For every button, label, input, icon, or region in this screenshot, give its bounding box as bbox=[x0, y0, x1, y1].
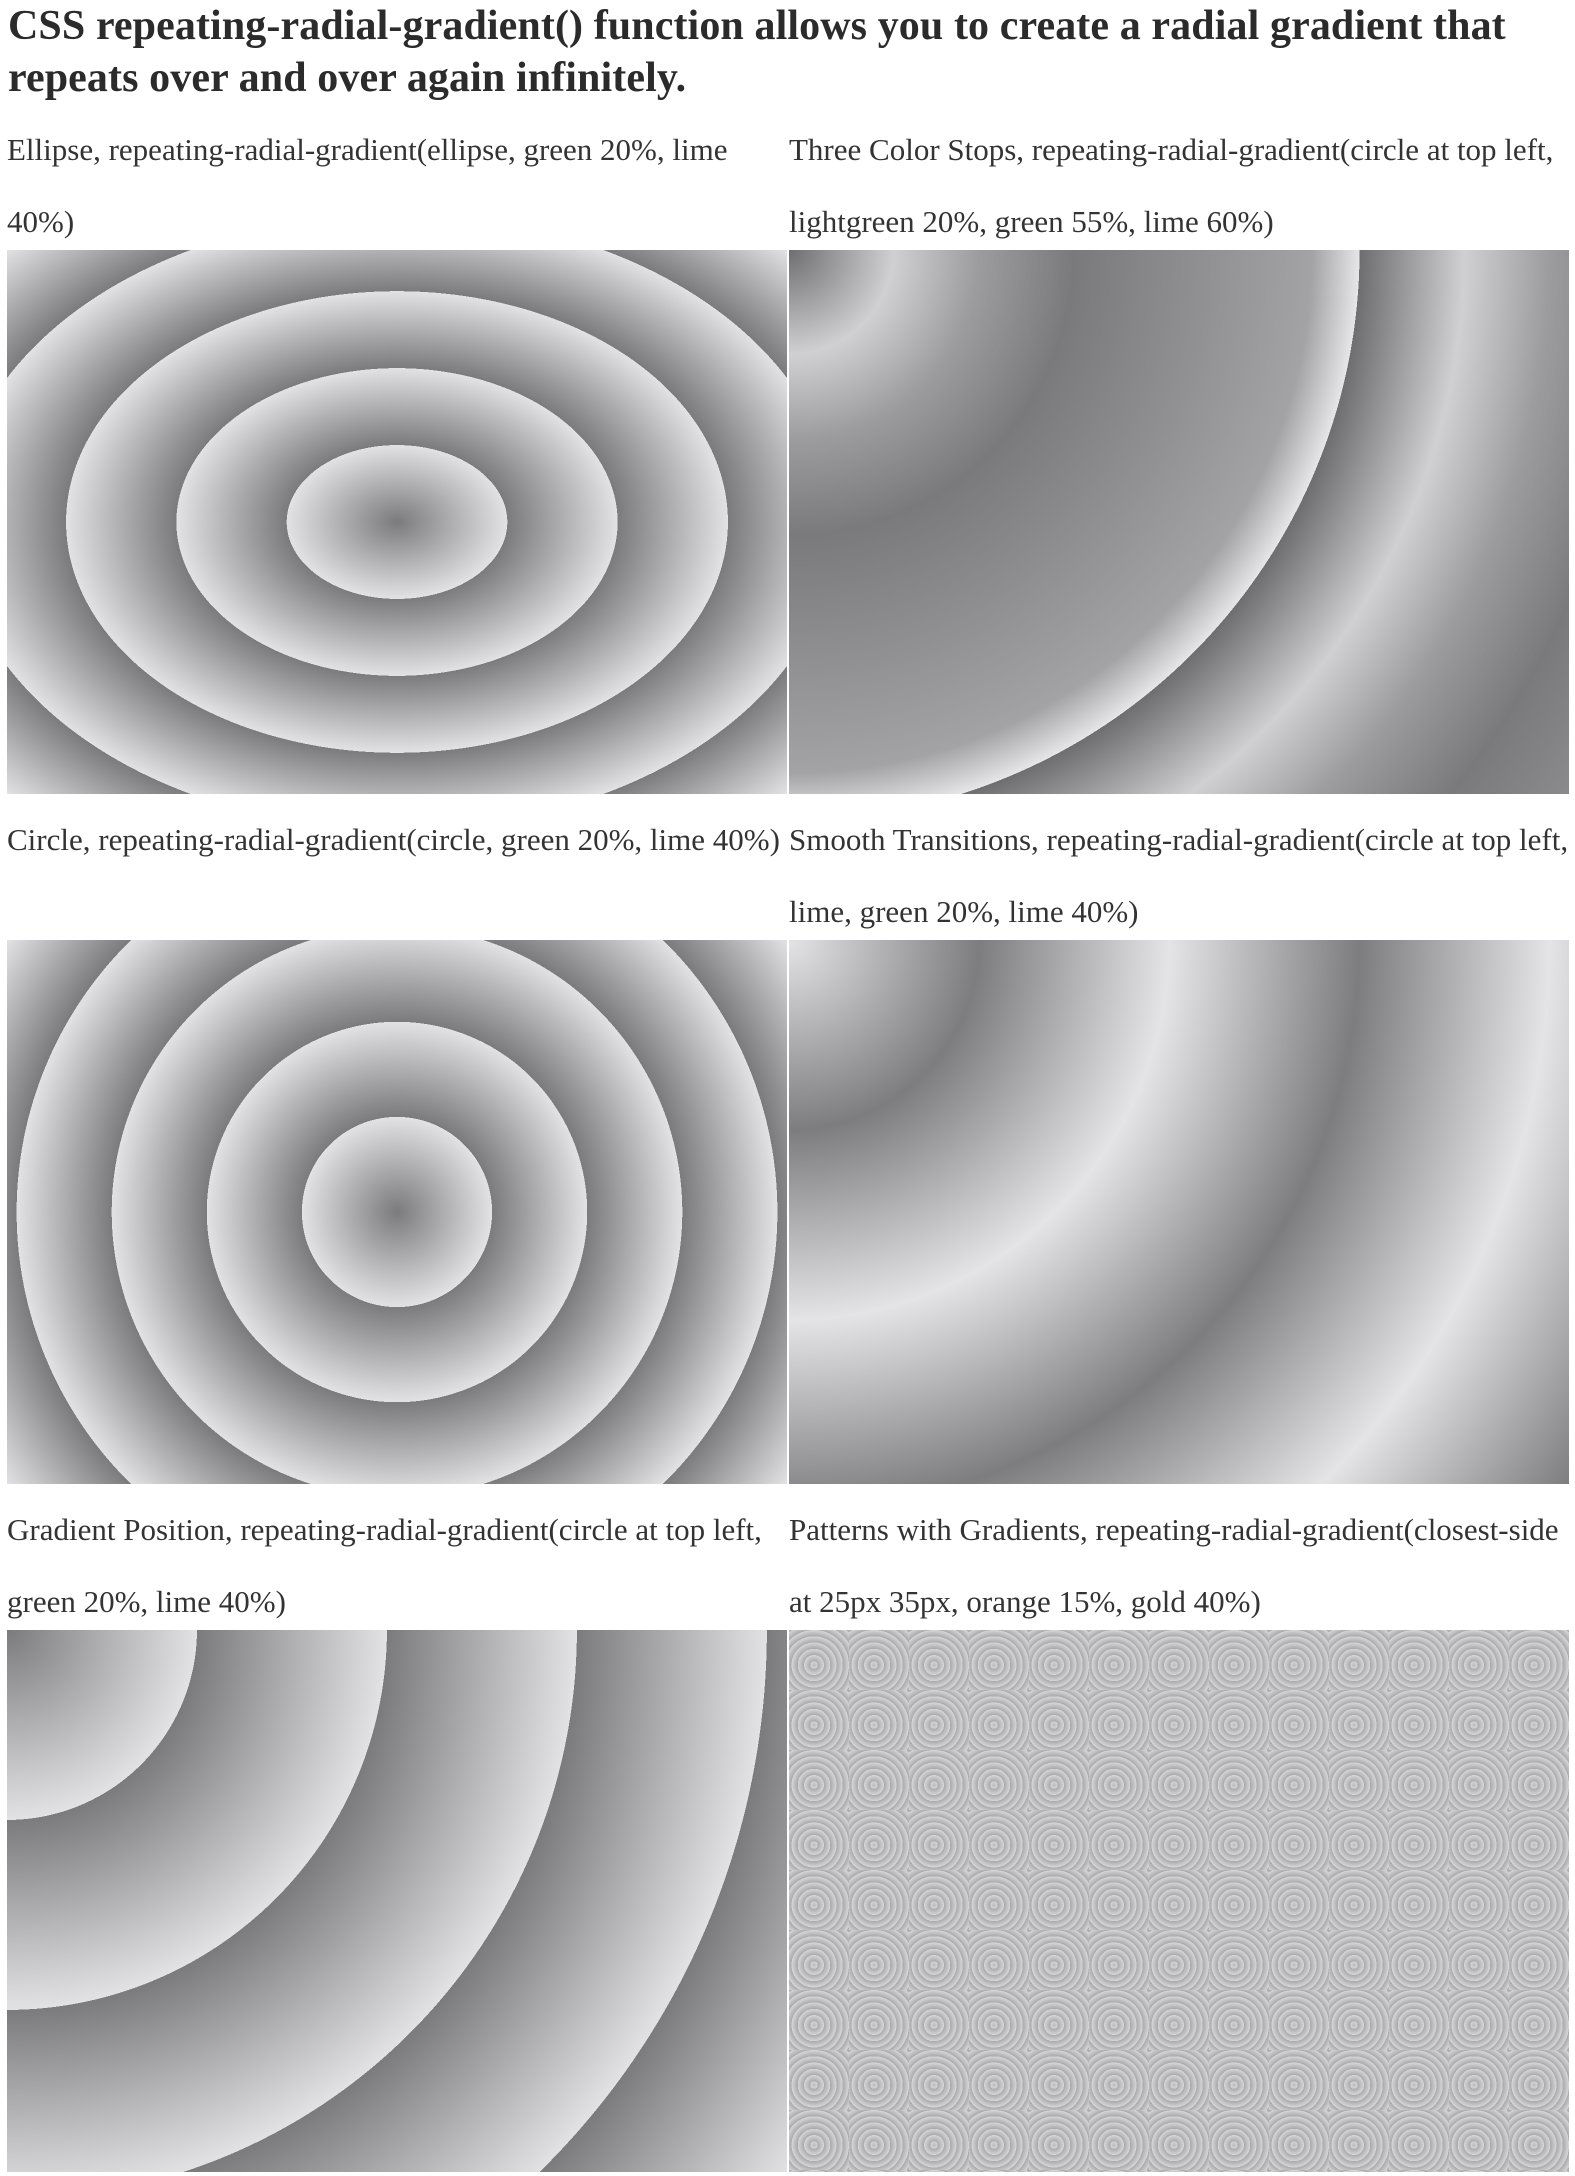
examples-grid: Ellipse, repeating-radial-gradient(ellip… bbox=[7, 114, 1570, 2174]
gradient-swatch-patterns-with-gradients bbox=[789, 1630, 1569, 2172]
page-title: CSS repeating-radial-gradient() function… bbox=[8, 3, 1506, 101]
gradient-swatch-three-color-stops bbox=[789, 250, 1569, 794]
gradient-swatch-gradient-position bbox=[7, 1630, 787, 2172]
gradient-swatch-ellipse bbox=[7, 250, 787, 794]
example-caption-gradient-position: Gradient Position, repeating-radial-grad… bbox=[7, 1512, 762, 1619]
example-caption-three-color-stops: Three Color Stops, repeating-radial-grad… bbox=[789, 132, 1554, 239]
example-caption-circle: Circle, repeating-radial-gradient(circle… bbox=[7, 822, 780, 857]
gradient-swatch-smooth-transitions bbox=[789, 940, 1569, 1484]
example-caption-smooth-transitions: Smooth Transitions, repeating-radial-gra… bbox=[789, 822, 1569, 929]
example-caption-patterns-with-gradients: Patterns with Gradients, repeating-radia… bbox=[789, 1512, 1559, 1619]
example-caption-ellipse: Ellipse, repeating-radial-gradient(ellip… bbox=[7, 132, 728, 239]
gradient-swatch-circle bbox=[7, 940, 787, 1484]
